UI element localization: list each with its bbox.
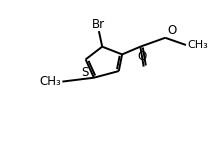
Text: O: O [167,24,176,37]
Text: CH₃: CH₃ [188,40,208,50]
Text: CH₃: CH₃ [39,75,61,88]
Text: O: O [137,50,147,63]
Text: S: S [81,66,88,78]
Text: Br: Br [92,18,106,31]
